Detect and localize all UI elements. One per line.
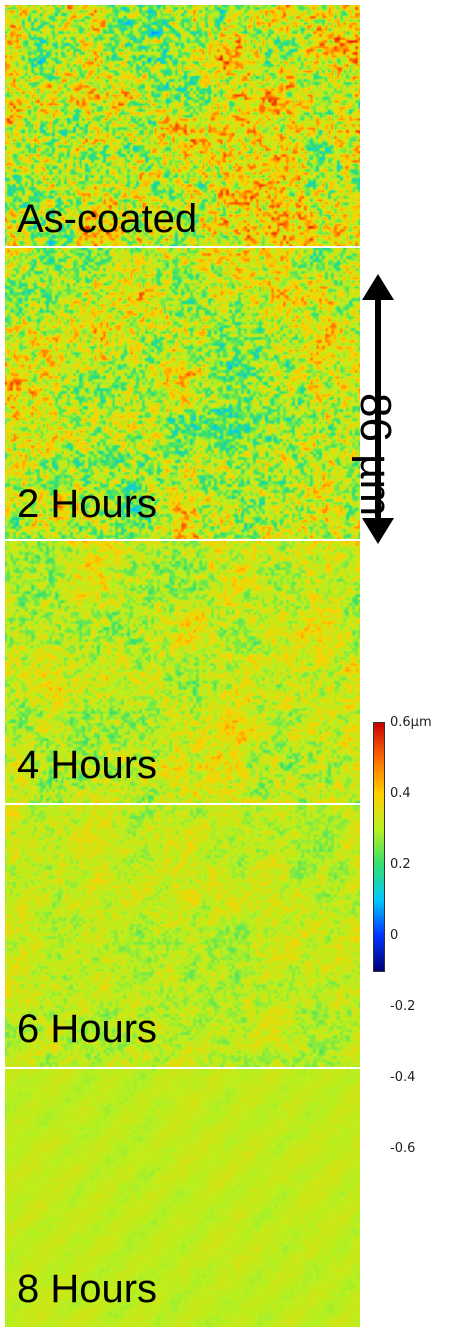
colorbar-tick-label: 0 (390, 929, 398, 942)
colorbar-tick-label: -0.4 (390, 1071, 415, 1084)
panel-8-hours: 8 Hours (5, 1069, 360, 1327)
colorbar-tick-label: -0.2 (390, 1000, 415, 1013)
colorbar (373, 722, 385, 972)
panel-4-hours: 4 Hours (5, 541, 360, 803)
colorbar-tick-label: 0.2 (390, 858, 411, 871)
panel-label: As-coated (17, 199, 197, 239)
colorbar-tick-label: 0.4 (390, 787, 411, 800)
panel-label: 6 Hours (17, 1009, 157, 1049)
panel-2-hours: 2 Hours (5, 248, 360, 539)
panel-label: 2 Hours (17, 484, 157, 524)
colorbar-tick-label: -0.6 (390, 1142, 415, 1155)
panel-as-coated: As-coated (5, 5, 360, 246)
panel-label: 8 Hours (17, 1269, 157, 1309)
panel-label: 4 Hours (17, 745, 157, 785)
panel-6-hours: 6 Hours (5, 805, 360, 1067)
colorbar-tick-label: 0.6µm (390, 716, 432, 729)
scale-bar-label: 86 µm (355, 393, 395, 473)
